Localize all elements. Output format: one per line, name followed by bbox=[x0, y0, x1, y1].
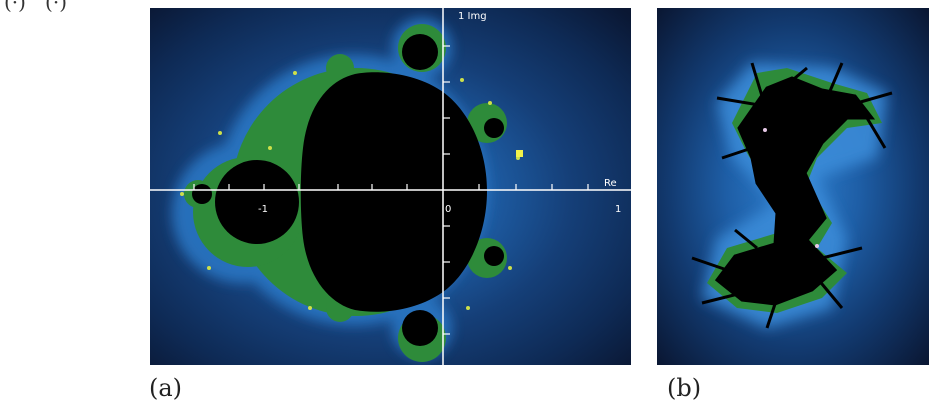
real-axis-ticks bbox=[193, 184, 589, 190]
mandelbrot-image: 1 Img Re -1 0 1 bbox=[150, 8, 631, 365]
mandelbrot-panel: 1 Img Re -1 0 1 bbox=[150, 8, 631, 365]
boundary-specks bbox=[180, 71, 520, 310]
julia-image bbox=[657, 8, 929, 365]
tick-label-0: 0 bbox=[445, 204, 451, 215]
imag-axis-ticks bbox=[443, 45, 450, 335]
tick-label-1: 1 bbox=[615, 204, 621, 215]
caption-b: (b) bbox=[667, 374, 702, 402]
caption-a: (a) bbox=[149, 374, 183, 402]
julia-set-interior bbox=[691, 62, 893, 329]
imag-axis-label: 1 Img bbox=[458, 11, 487, 22]
julia-branch-points bbox=[763, 128, 819, 248]
julia-panel bbox=[657, 8, 929, 365]
real-axis-label: Re bbox=[604, 178, 617, 189]
partial-figure-label: (·) (·) bbox=[4, 0, 67, 14]
tick-label-neg1: -1 bbox=[258, 204, 268, 215]
point-marker bbox=[516, 150, 523, 157]
set-interior bbox=[192, 34, 504, 346]
axes bbox=[150, 8, 631, 365]
